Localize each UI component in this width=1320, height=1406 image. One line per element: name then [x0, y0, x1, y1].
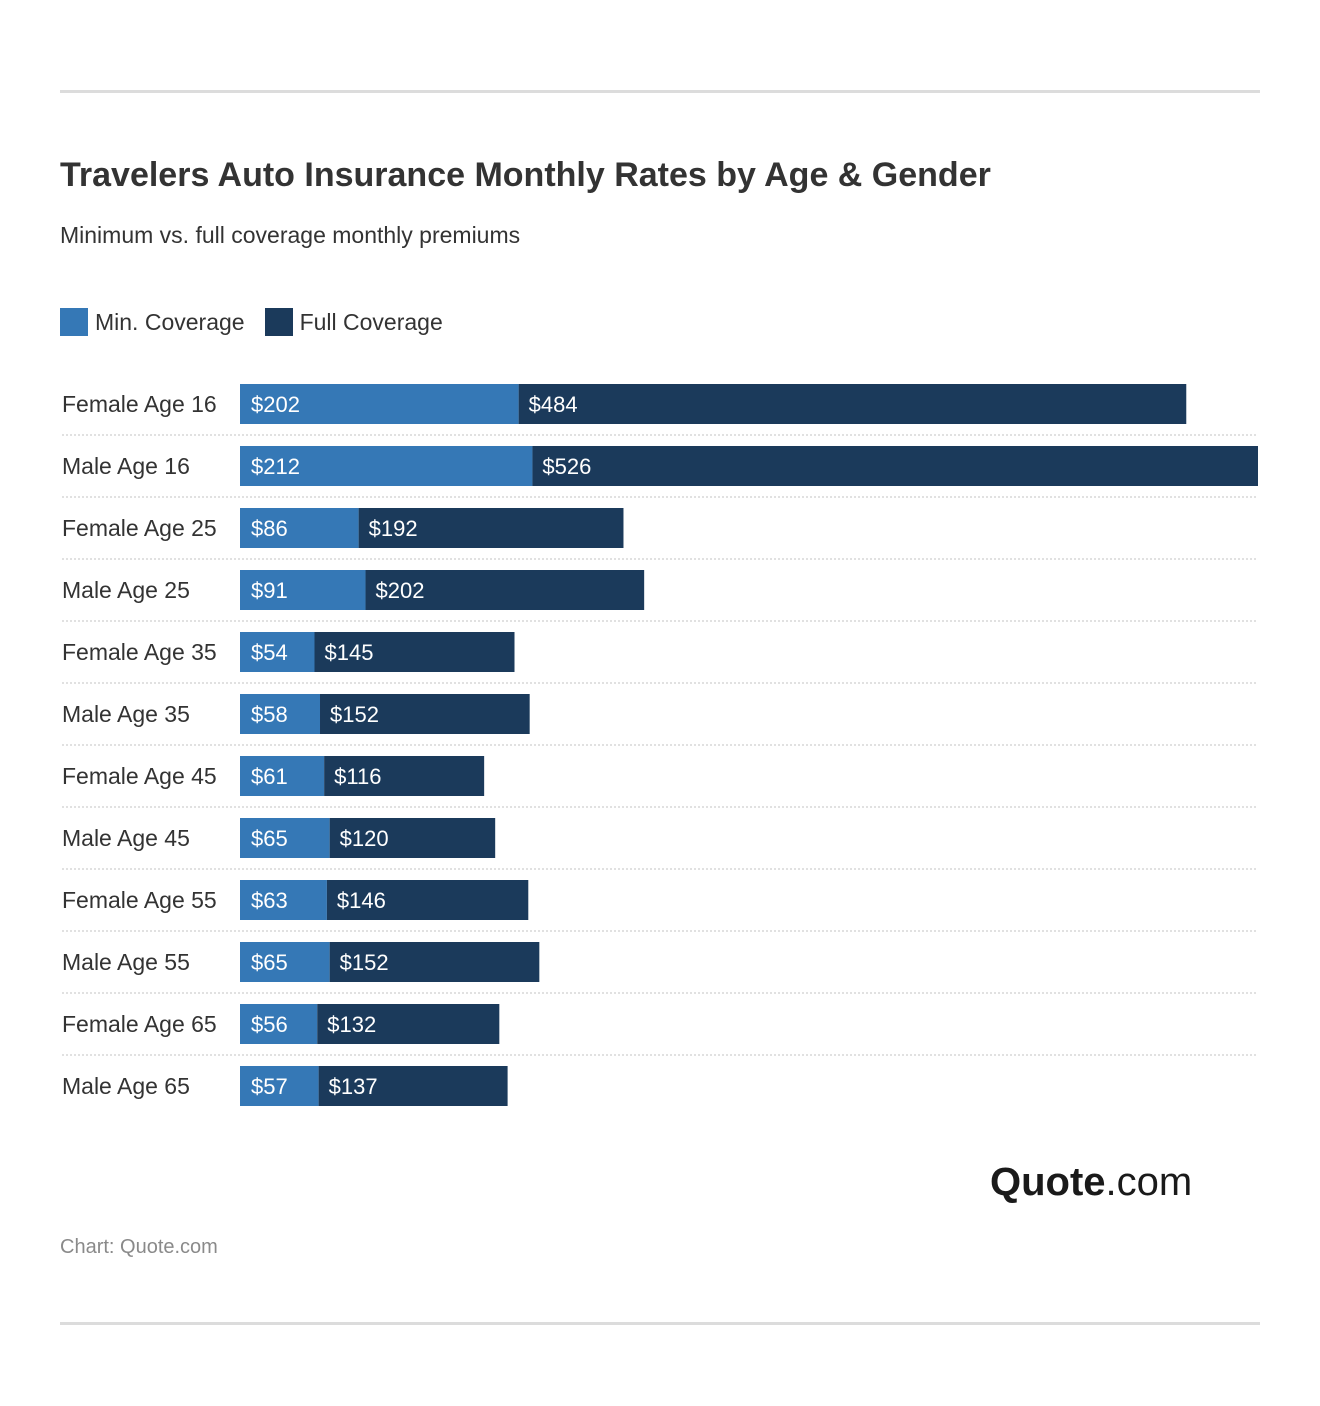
- value-label-full-coverage-male-age-35: $152: [330, 702, 379, 727]
- category-label-male-age-45: Male Age 45: [62, 825, 190, 851]
- bar-full-coverage-male-age-65: [318, 1066, 508, 1106]
- value-label-full-coverage-male-age-55: $152: [340, 950, 389, 975]
- bar-full-coverage-male-age-45: [329, 818, 496, 858]
- category-label-female-age-16: Female Age 16: [62, 391, 217, 417]
- bar-min-coverage-male-age-35: [240, 694, 321, 734]
- legend: Min. Coverage Full Coverage: [60, 308, 463, 336]
- bar-full-coverage-female-age-16: [518, 384, 1187, 424]
- legend-swatch-min-coverage: [60, 308, 88, 336]
- chart-title: Travelers Auto Insurance Monthly Rates b…: [60, 156, 991, 194]
- value-label-min-coverage-female-age-25: $86: [251, 516, 288, 541]
- value-label-min-coverage-male-age-35: $58: [251, 702, 288, 727]
- value-label-min-coverage-female-age-16: $202: [251, 392, 300, 417]
- chart-subtitle: Minimum vs. full coverage monthly premiu…: [60, 222, 521, 248]
- legend-swatch-full-coverage: [264, 308, 293, 336]
- bar-full-coverage-male-age-16: [532, 446, 1258, 486]
- bar-chart: Female Age 16 $202 $484 Male Age 16 $212 $526…: [62, 384, 1258, 1106]
- bar-full-coverage-female-age-65: [317, 1004, 500, 1044]
- value-label-min-coverage-female-age-55: $63: [251, 888, 288, 913]
- bar-min-coverage-female-age-65: [240, 1004, 318, 1044]
- bar-min-coverage-male-age-16: [240, 446, 533, 486]
- bar-min-coverage-female-age-16: [240, 384, 519, 424]
- value-label-full-coverage-female-age-45: $116: [334, 764, 381, 789]
- value-label-min-coverage-male-age-55: $65: [251, 950, 288, 975]
- value-label-min-coverage-female-age-65: $56: [251, 1012, 288, 1037]
- bar-min-coverage-female-age-25: [240, 508, 359, 548]
- value-label-full-coverage-male-age-65: $137: [329, 1074, 378, 1099]
- logo-rest-text: .com: [1105, 1160, 1193, 1204]
- category-label-male-age-16: Male Age 16: [62, 453, 190, 479]
- category-label-male-age-55: Male Age 55: [62, 949, 190, 975]
- bar-min-coverage-female-age-55: [240, 880, 327, 920]
- value-label-full-coverage-male-age-45: $120: [340, 826, 389, 851]
- bar-full-coverage-male-age-25: [365, 570, 645, 610]
- bar-min-coverage-female-age-35: [240, 632, 315, 672]
- value-label-full-coverage-female-age-35: $145: [324, 640, 373, 665]
- category-label-female-age-55: Female Age 55: [62, 887, 217, 913]
- category-label-male-age-65: Male Age 65: [62, 1073, 190, 1099]
- bar-full-coverage-female-age-25: [358, 508, 624, 548]
- value-label-min-coverage-female-age-35: $54: [251, 640, 288, 665]
- category-label-female-age-35: Female Age 35: [62, 639, 217, 665]
- value-label-min-coverage-male-age-25: $91: [251, 578, 288, 603]
- chart-source: Chart: Quote.com: [60, 1236, 218, 1258]
- quote-logo: Quote.com: [990, 1160, 1192, 1205]
- value-label-full-coverage-female-age-65: $132: [327, 1012, 376, 1037]
- category-label-male-age-35: Male Age 35: [62, 701, 190, 727]
- value-label-min-coverage-male-age-16: $212: [251, 454, 300, 479]
- bar-full-coverage-male-age-55: [329, 942, 540, 982]
- legend-label-full-coverage: Full Coverage: [299, 308, 443, 335]
- bar-min-coverage-male-age-55: [240, 942, 330, 982]
- value-label-min-coverage-female-age-45: $61: [251, 764, 288, 789]
- value-label-min-coverage-male-age-65: $57: [251, 1074, 288, 1099]
- category-label-female-age-65: Female Age 65: [62, 1011, 217, 1037]
- category-label-male-age-25: Male Age 25: [62, 577, 190, 603]
- bar-min-coverage-male-age-45: [240, 818, 330, 858]
- top-divider: [60, 90, 1260, 93]
- bar-full-coverage-female-age-45: [324, 756, 485, 796]
- bar-min-coverage-male-age-65: [240, 1066, 319, 1106]
- bar-min-coverage-female-age-45: [240, 756, 325, 796]
- value-label-full-coverage-male-age-16: $526: [542, 454, 591, 479]
- value-label-full-coverage-female-age-16: $484: [529, 392, 578, 417]
- value-label-min-coverage-male-age-45: $65: [251, 826, 288, 851]
- value-label-full-coverage-female-age-55: $146: [337, 888, 386, 913]
- logo-bold-text: Quote: [990, 1160, 1106, 1204]
- value-label-full-coverage-female-age-25: $192: [369, 516, 418, 541]
- value-label-full-coverage-male-age-25: $202: [376, 578, 425, 603]
- legend-item-full-coverage: Full Coverage: [264, 308, 443, 336]
- category-label-female-age-45: Female Age 45: [62, 763, 217, 789]
- category-label-female-age-25: Female Age 25: [62, 515, 217, 541]
- legend-label-min-coverage: Min. Coverage: [95, 308, 245, 335]
- bar-full-coverage-female-age-55: [326, 880, 529, 920]
- bar-min-coverage-male-age-25: [240, 570, 366, 610]
- bottom-divider: [60, 1322, 1260, 1325]
- bar-full-coverage-female-age-35: [314, 632, 515, 672]
- bar-full-coverage-male-age-35: [320, 694, 530, 734]
- legend-item-min-coverage: Min. Coverage: [60, 308, 245, 336]
